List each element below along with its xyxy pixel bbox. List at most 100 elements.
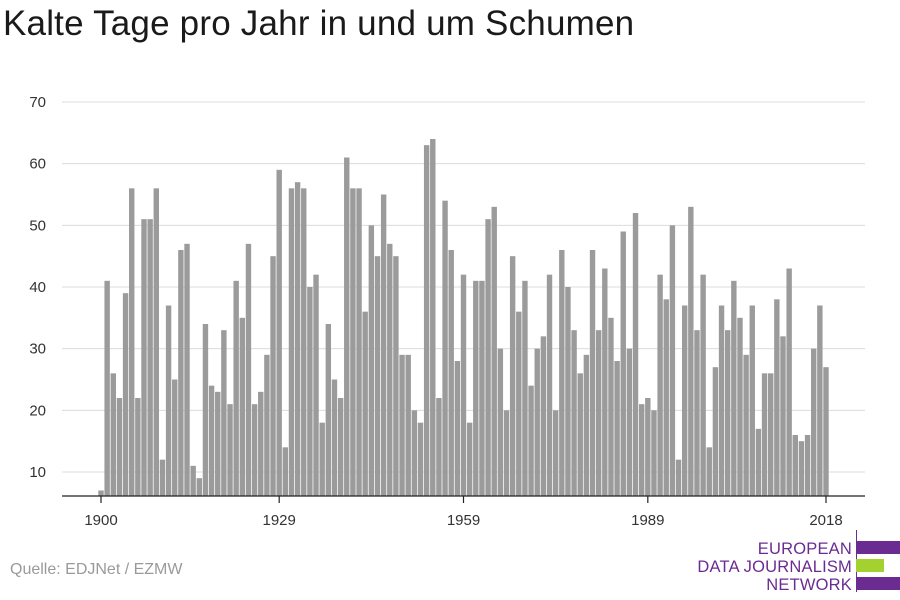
bar-1935 bbox=[313, 274, 319, 496]
bar-1922 bbox=[233, 280, 239, 496]
bar-1940 bbox=[344, 157, 350, 496]
bar-1971 bbox=[534, 348, 540, 496]
logo-line-1: EUROPEAN bbox=[757, 540, 852, 558]
bar-1906 bbox=[135, 398, 141, 496]
bar-1934 bbox=[307, 287, 313, 496]
bar-1932 bbox=[294, 182, 301, 497]
y-tick-label: 20 bbox=[29, 402, 46, 419]
bar-1998 bbox=[700, 274, 706, 496]
y-tick-label: 10 bbox=[29, 464, 46, 481]
bar-1945 bbox=[374, 256, 381, 496]
bar-1960 bbox=[466, 422, 473, 496]
bar-1957 bbox=[448, 250, 454, 496]
bar-1970 bbox=[528, 385, 534, 496]
y-tick-label: 50 bbox=[29, 217, 46, 234]
bar-1999 bbox=[706, 447, 712, 496]
bar-1976 bbox=[565, 287, 571, 496]
bar-1909 bbox=[153, 188, 159, 496]
bar-2002 bbox=[724, 330, 731, 496]
bar-1950 bbox=[405, 354, 411, 496]
bar-1913 bbox=[178, 250, 184, 496]
bar-1918 bbox=[208, 385, 215, 496]
bar-1994 bbox=[675, 459, 682, 496]
bar-1947 bbox=[387, 243, 393, 496]
bar-2013 bbox=[792, 435, 798, 496]
bar-1987 bbox=[632, 213, 639, 496]
bar-1900 bbox=[98, 490, 104, 496]
bar-1953 bbox=[423, 145, 430, 497]
bar-1973 bbox=[546, 274, 553, 496]
bar-2014 bbox=[798, 441, 805, 496]
bar-1919 bbox=[215, 391, 221, 496]
bar-1911 bbox=[165, 305, 172, 496]
logo-line-3: NETWORK bbox=[766, 576, 852, 594]
bar-1963 bbox=[485, 219, 491, 497]
x-tick-label: 1989 bbox=[631, 512, 664, 529]
bar-1956 bbox=[442, 200, 448, 497]
bar-1937 bbox=[325, 324, 332, 496]
bar-1981 bbox=[595, 330, 602, 496]
bar-2004 bbox=[737, 317, 743, 496]
logo-bar-middle bbox=[856, 559, 884, 572]
bar-1944 bbox=[368, 225, 375, 496]
bar-1992 bbox=[663, 299, 669, 496]
bar-1993 bbox=[669, 225, 676, 496]
bar-2005 bbox=[743, 354, 749, 496]
bar-1951 bbox=[411, 410, 418, 496]
bar-1980 bbox=[589, 250, 596, 496]
bar-1946 bbox=[380, 194, 387, 496]
logo-line-2: DATA JOURNALISM bbox=[697, 558, 852, 576]
bar-2010 bbox=[774, 299, 780, 496]
bar-1955 bbox=[436, 398, 442, 496]
bar-1928 bbox=[270, 256, 276, 496]
bar-1930 bbox=[282, 447, 289, 496]
bar-1991 bbox=[657, 274, 663, 496]
bar-1954 bbox=[430, 139, 436, 496]
x-axis-ticks: 1900 1929 1959 1989 2018 bbox=[84, 496, 843, 529]
bar-1989 bbox=[645, 398, 651, 496]
bar-1977 bbox=[571, 330, 577, 496]
y-tick-label: 60 bbox=[29, 156, 46, 173]
bar-1975 bbox=[559, 250, 565, 496]
bar-1902 bbox=[110, 373, 116, 496]
bar-1979 bbox=[583, 354, 590, 496]
bars bbox=[98, 139, 829, 497]
logo-text: EUROPEAN DATA JOURNALISM NETWORK bbox=[697, 540, 852, 594]
bar-1958 bbox=[454, 361, 461, 496]
bar-1985 bbox=[620, 231, 626, 496]
bar-1959 bbox=[460, 274, 467, 496]
bar-2016 bbox=[811, 348, 817, 496]
y-tick-label: 70 bbox=[29, 94, 46, 111]
y-axis-ticks: 10 20 30 40 50 60 70 bbox=[29, 94, 46, 481]
bar-1988 bbox=[638, 404, 645, 496]
bar-1905 bbox=[129, 188, 135, 496]
bar-1997 bbox=[694, 330, 700, 496]
bar-1972 bbox=[540, 336, 547, 496]
bar-1990 bbox=[651, 410, 657, 496]
bar-1941 bbox=[350, 188, 356, 496]
bar-1917 bbox=[202, 324, 209, 496]
bar-2017 bbox=[817, 305, 823, 496]
bar-2008 bbox=[761, 373, 768, 496]
bar-1962 bbox=[479, 280, 485, 496]
bar-1924 bbox=[245, 243, 252, 496]
bar-1967 bbox=[509, 256, 516, 496]
source-note: Quelle: EDJNet / EZMW bbox=[10, 561, 183, 578]
logo-bar-top bbox=[856, 541, 900, 554]
chart-title: Kalte Tage pro Jahr in und um Schumen bbox=[3, 4, 635, 43]
bar-1949 bbox=[399, 354, 405, 496]
bar-1948 bbox=[393, 256, 399, 496]
bar-1982 bbox=[602, 268, 608, 496]
bar-1927 bbox=[264, 354, 270, 496]
bar-1936 bbox=[319, 422, 325, 496]
bar-1920 bbox=[221, 330, 227, 496]
bar-1938 bbox=[331, 379, 338, 496]
bar-1916 bbox=[196, 478, 203, 496]
bar-1964 bbox=[491, 206, 497, 496]
bar-1914 bbox=[184, 243, 190, 496]
bar-2003 bbox=[731, 280, 737, 496]
bar-1929 bbox=[276, 169, 282, 496]
x-tick-label: 1900 bbox=[84, 512, 117, 529]
bar-1942 bbox=[356, 188, 362, 496]
